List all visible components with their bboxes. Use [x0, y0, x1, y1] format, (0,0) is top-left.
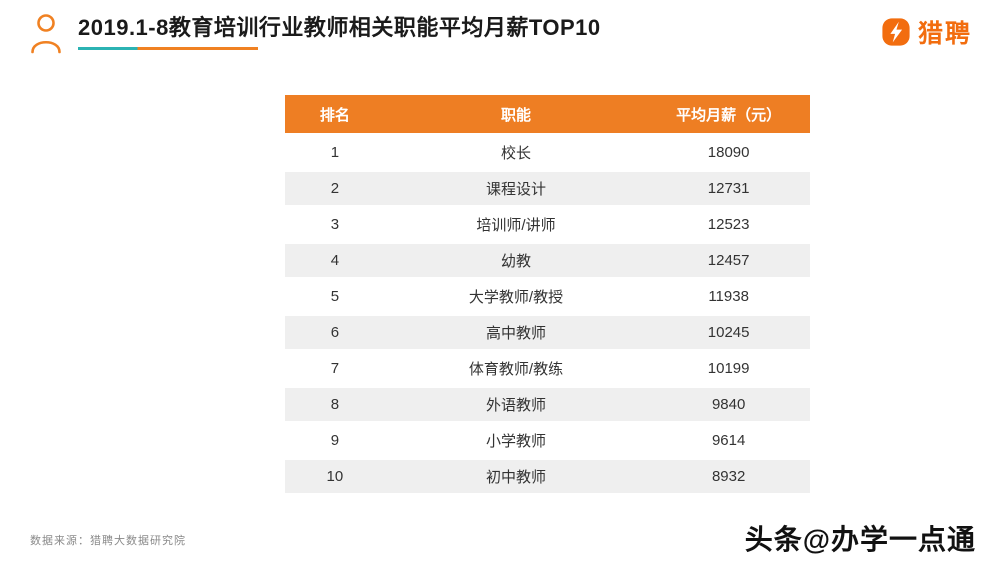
column-header-salary: 平均月薪（元） — [647, 95, 810, 133]
role-cell: 小学教师 — [485, 433, 546, 450]
table-row: 8 外语教师 9840 — [285, 388, 810, 421]
role-cell: 幼教 — [500, 253, 531, 270]
table-row: 6 高中教师 10245 — [285, 316, 810, 349]
table-row: 5 大学教师/教授 11938 — [285, 280, 810, 313]
rank-cell: 2 — [330, 180, 340, 197]
table-header-row: 排名 职能 平均月薪（元） — [285, 95, 810, 133]
title-underline — [78, 47, 258, 50]
salary-cell: 9614 — [711, 432, 746, 449]
rank-cell: 10 — [326, 468, 344, 485]
rank-cell: 4 — [330, 252, 340, 269]
rank-cell: 7 — [330, 360, 340, 377]
salary-cell: 11938 — [708, 288, 749, 305]
salary-table: 排名 职能 平均月薪（元） 1 校长 18090 2 课程设计 12731 3 … — [285, 92, 810, 496]
title-block: 2019.1-8教育培训行业教师相关职能平均月薪TOP10 — [78, 13, 601, 50]
rank-cell: 3 — [330, 216, 340, 233]
table-row: 4 幼教 12457 — [285, 244, 810, 277]
role-cell: 初中教师 — [485, 469, 546, 486]
salary-cell: 12457 — [707, 252, 750, 269]
data-source: 数据来源：猎聘大数据研究院 — [30, 535, 186, 547]
rank-cell: 6 — [330, 324, 340, 341]
rank-cell: 1 — [330, 144, 340, 161]
table-row: 3 培训师/讲师 12523 — [285, 208, 810, 241]
role-cell: 课程设计 — [485, 181, 546, 198]
table-row: 1 校长 18090 — [285, 136, 810, 169]
liepin-logo: 猎聘 — [881, 14, 972, 50]
role-cell: 大学教师/教授 — [468, 289, 564, 306]
salary-cell: 8932 — [711, 468, 746, 485]
column-header-rank: 排名 — [285, 95, 385, 133]
rank-cell: 8 — [330, 396, 340, 413]
table-row: 7 体育教师/教练 10199 — [285, 352, 810, 385]
role-cell: 外语教师 — [485, 397, 546, 414]
role-cell: 培训师/讲师 — [476, 217, 556, 234]
table-row: 10 初中教师 8932 — [285, 460, 810, 493]
salary-cell: 12731 — [707, 180, 750, 197]
role-cell: 高中教师 — [485, 325, 546, 342]
salary-cell: 9840 — [711, 396, 746, 413]
salary-cell: 10245 — [707, 324, 750, 341]
salary-cell: 10199 — [707, 360, 750, 377]
rank-cell: 5 — [330, 288, 340, 305]
salary-cell: 12523 — [707, 216, 750, 233]
rank-cell: 9 — [330, 432, 340, 449]
role-cell: 校长 — [500, 145, 531, 162]
liepin-logo-text: 猎聘 — [917, 20, 972, 48]
person-icon — [31, 14, 61, 54]
table-row: 2 课程设计 12731 — [285, 172, 810, 205]
watermark: 头条@办学一点通 — [744, 524, 976, 555]
page-title: 2019.1-8教育培训行业教师相关职能平均月薪TOP10 — [78, 15, 601, 40]
role-cell: 体育教师/教练 — [468, 361, 564, 378]
salary-cell: 18090 — [707, 144, 750, 161]
table-row: 9 小学教师 9614 — [285, 424, 810, 457]
liepin-logo-icon — [882, 18, 910, 46]
column-header-role: 职能 — [384, 95, 648, 133]
